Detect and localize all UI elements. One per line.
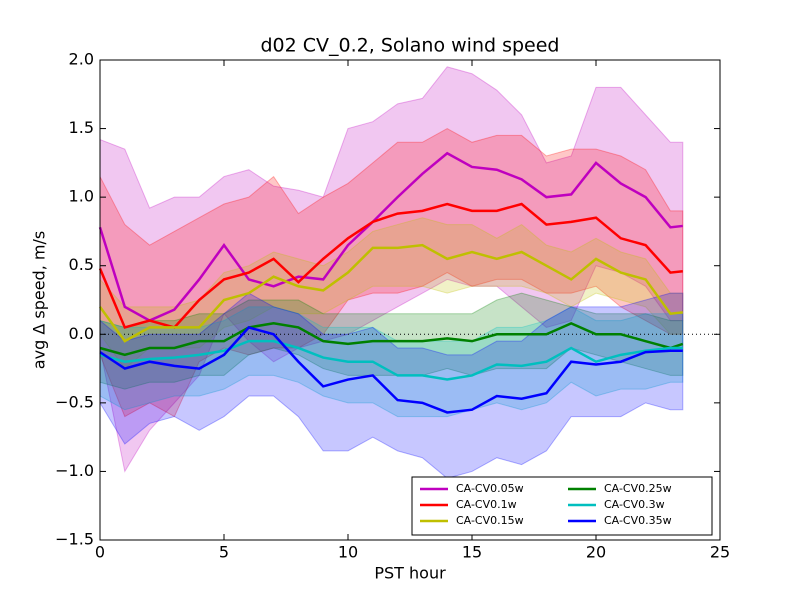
legend-label: CA-CV0.05w [456,482,524,495]
legend: CA-CV0.05w CA-CV0.1w CA-CV0.15w CA-CV0.25w C… [411,476,713,536]
series-line [99,326,683,414]
x-axis-label: PST hour [374,564,446,583]
y-tick-label: 1.0 [69,187,94,206]
error-band [99,66,684,473]
y-tick-label: −1.5 [55,530,94,549]
y-axis-label: avg Δ speed, m/s [30,231,49,369]
series-line [98,202,683,329]
y-tick-label: 0.0 [69,324,94,343]
legend-box [411,476,713,536]
error-band [99,292,684,479]
x-tick-label: 0 [95,543,105,562]
legend-label: CA-CV0.3w [604,498,665,511]
error-band [99,217,684,370]
chart-title: d02 CV_0.2, Solano wind speed [260,35,559,57]
x-tick-label: 20 [586,543,606,562]
x-tick-label: 10 [338,543,358,562]
error-band [99,128,684,418]
y-tick-label: 1.5 [69,118,94,137]
y-tick-label: −0.5 [55,392,94,411]
series-line [98,151,683,322]
legend-label: CA-CV0.15w [456,514,524,527]
x-tick-label: 5 [219,543,229,562]
y-tick-label: −1.0 [55,461,94,480]
legend-label: CA-CV0.25w [604,482,672,495]
series-line [99,321,684,357]
y-tick-label: 0.5 [69,255,94,274]
legend-label: CA-CV0.35w [604,514,672,527]
series-line [98,243,683,343]
x-tick-label: 15 [462,543,482,562]
plot-frame [99,59,721,541]
x-tick-label: 25 [710,543,730,562]
series-line [99,339,683,381]
y-tick-label: 2.0 [69,50,94,69]
legend-label: CA-CV0.1w [456,498,517,511]
